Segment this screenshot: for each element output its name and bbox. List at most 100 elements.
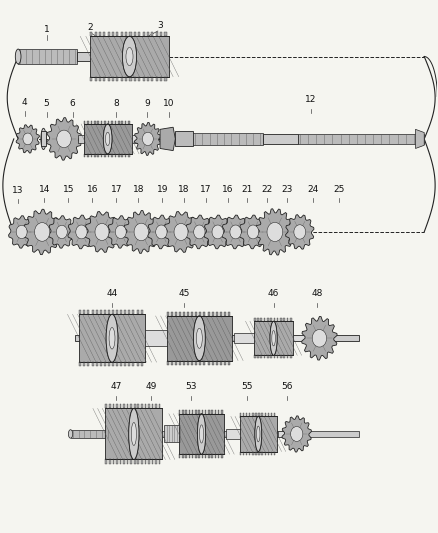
Circle shape — [194, 225, 205, 239]
Text: 46: 46 — [268, 289, 279, 298]
Bar — [182, 454, 184, 458]
Bar — [120, 310, 122, 314]
Bar — [112, 77, 114, 81]
Circle shape — [230, 225, 241, 239]
Bar — [243, 451, 244, 455]
Bar — [189, 410, 190, 414]
Bar — [287, 318, 288, 321]
Polygon shape — [24, 209, 60, 255]
Ellipse shape — [129, 408, 139, 459]
Bar — [179, 454, 180, 458]
Bar — [271, 451, 272, 455]
Bar — [128, 154, 130, 157]
Bar — [182, 410, 184, 414]
Text: 48: 48 — [311, 289, 323, 298]
Bar — [147, 77, 149, 81]
Bar — [183, 361, 185, 365]
Ellipse shape — [270, 321, 277, 356]
Ellipse shape — [194, 316, 205, 361]
Circle shape — [247, 225, 259, 239]
Bar — [261, 413, 263, 416]
Bar — [134, 33, 136, 36]
Bar — [110, 431, 359, 437]
Ellipse shape — [198, 414, 205, 454]
Text: 21: 21 — [242, 184, 253, 193]
Ellipse shape — [123, 36, 137, 77]
Bar — [155, 459, 157, 464]
Bar — [249, 413, 251, 416]
Bar — [121, 121, 123, 124]
Text: 18: 18 — [178, 184, 190, 193]
Bar — [77, 52, 99, 61]
Ellipse shape — [131, 423, 136, 446]
Bar — [84, 154, 85, 157]
Bar — [246, 413, 247, 416]
Bar — [261, 318, 262, 321]
Bar — [83, 362, 85, 367]
Ellipse shape — [106, 314, 118, 362]
Text: 17: 17 — [200, 184, 212, 193]
Ellipse shape — [194, 316, 205, 361]
Ellipse shape — [103, 124, 112, 154]
Bar — [100, 362, 102, 367]
Polygon shape — [256, 209, 294, 255]
Bar — [103, 77, 106, 81]
Bar — [243, 413, 244, 416]
Bar — [143, 33, 145, 36]
Ellipse shape — [129, 408, 139, 459]
Bar — [263, 134, 297, 144]
Bar — [274, 318, 275, 321]
Bar — [137, 362, 138, 367]
Bar — [117, 33, 119, 36]
Bar — [79, 310, 81, 314]
Bar — [123, 404, 125, 408]
Bar — [114, 154, 116, 157]
Bar — [78, 135, 88, 143]
Bar — [108, 77, 110, 81]
Bar — [208, 410, 209, 414]
Bar — [211, 454, 213, 458]
Bar — [106, 459, 107, 464]
Bar — [145, 404, 146, 408]
Bar — [148, 404, 150, 408]
Bar — [240, 413, 241, 416]
Bar — [175, 361, 177, 365]
Text: 12: 12 — [305, 95, 316, 104]
Bar — [183, 312, 185, 316]
Circle shape — [76, 225, 87, 239]
Text: 56: 56 — [281, 383, 293, 391]
Text: 53: 53 — [185, 383, 196, 391]
Bar — [234, 334, 256, 343]
Bar — [267, 318, 268, 321]
Bar — [212, 312, 214, 316]
Bar — [104, 310, 106, 314]
Bar — [97, 154, 99, 157]
Bar — [147, 33, 149, 36]
Ellipse shape — [257, 426, 260, 442]
Bar — [191, 312, 193, 316]
Bar — [159, 404, 160, 408]
Bar — [151, 33, 153, 36]
Bar — [121, 77, 123, 81]
Text: 55: 55 — [242, 383, 253, 391]
Ellipse shape — [123, 36, 137, 77]
Polygon shape — [108, 216, 134, 248]
Polygon shape — [79, 314, 145, 362]
Bar — [143, 77, 145, 81]
Polygon shape — [282, 416, 311, 452]
Bar — [224, 312, 226, 316]
Bar — [112, 33, 114, 36]
Bar — [187, 312, 189, 316]
Bar — [195, 454, 197, 458]
Bar — [166, 312, 169, 316]
Circle shape — [57, 225, 67, 239]
Bar — [138, 404, 139, 408]
Bar — [268, 451, 269, 455]
Bar — [290, 318, 292, 321]
Bar — [152, 459, 153, 464]
Text: 25: 25 — [333, 184, 345, 193]
Bar — [97, 121, 99, 124]
Polygon shape — [160, 127, 175, 151]
Bar — [108, 121, 110, 124]
Bar — [228, 312, 230, 316]
